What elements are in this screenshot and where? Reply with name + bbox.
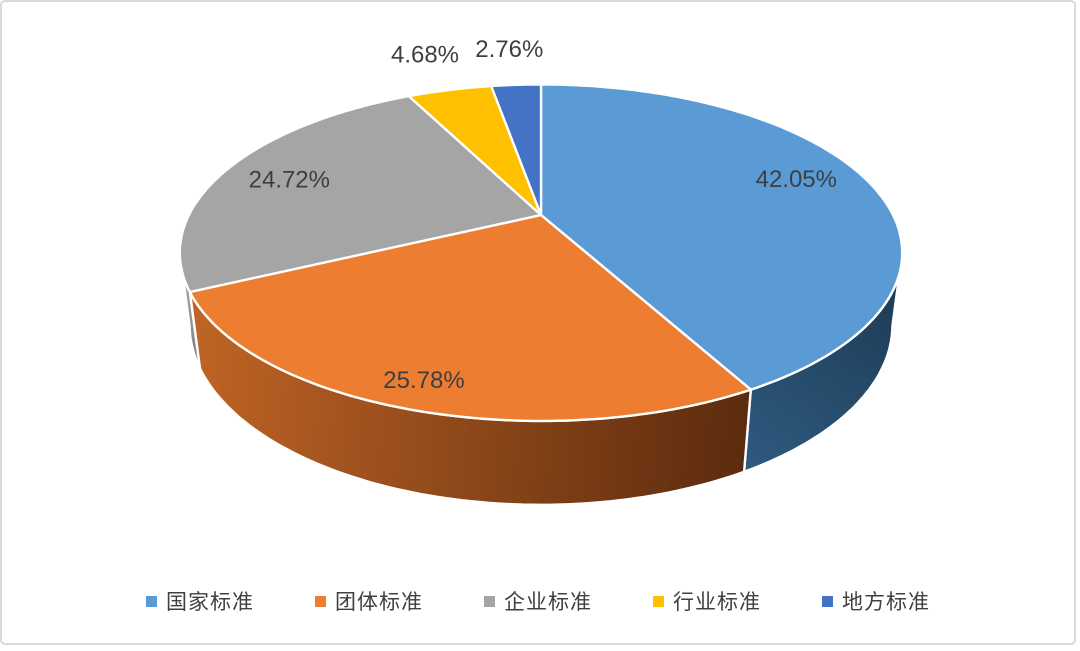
slice-value-label-1: 25.78% xyxy=(383,367,464,394)
legend-swatch-icon xyxy=(484,595,495,607)
pie-slice-0 xyxy=(539,83,904,391)
pie-value-labels: 42.05% 25.78% 24.72% 4.68% 2.76% xyxy=(249,36,837,394)
pie-top-slices xyxy=(178,83,904,423)
legend-item-3: 行业标准 xyxy=(653,586,761,616)
legend-swatch-icon xyxy=(146,595,157,607)
slice-value-label-3: 4.68% xyxy=(391,41,459,68)
pie-slice-4 xyxy=(490,83,543,217)
slice-value-label-0: 42.05% xyxy=(756,166,837,193)
legend-swatch-icon xyxy=(822,595,833,607)
legend-label: 行业标准 xyxy=(673,591,761,614)
legend-label: 企业标准 xyxy=(504,591,592,614)
legend-item-1: 团体标准 xyxy=(315,586,423,616)
legend-item-0: 国家标准 xyxy=(146,586,254,616)
legend-swatch-icon xyxy=(653,595,664,607)
legend-label: 团体标准 xyxy=(335,591,423,614)
legend-label: 地方标准 xyxy=(842,591,930,614)
slice-value-label-2: 24.72% xyxy=(249,167,330,194)
pie-slice-1 xyxy=(188,213,752,423)
chart-legend: 国家标准 团体标准 企业标准 行业标准 地方标准 xyxy=(2,586,1074,616)
legend-swatch-icon xyxy=(315,595,326,607)
pie-slice-2 xyxy=(178,94,543,294)
pie-slice-3 xyxy=(407,84,543,217)
legend-item-2: 企业标准 xyxy=(484,586,592,616)
legend-label: 国家标准 xyxy=(166,591,254,614)
slice-value-label-4: 2.76% xyxy=(475,36,543,63)
legend-item-4: 地方标准 xyxy=(822,586,930,616)
